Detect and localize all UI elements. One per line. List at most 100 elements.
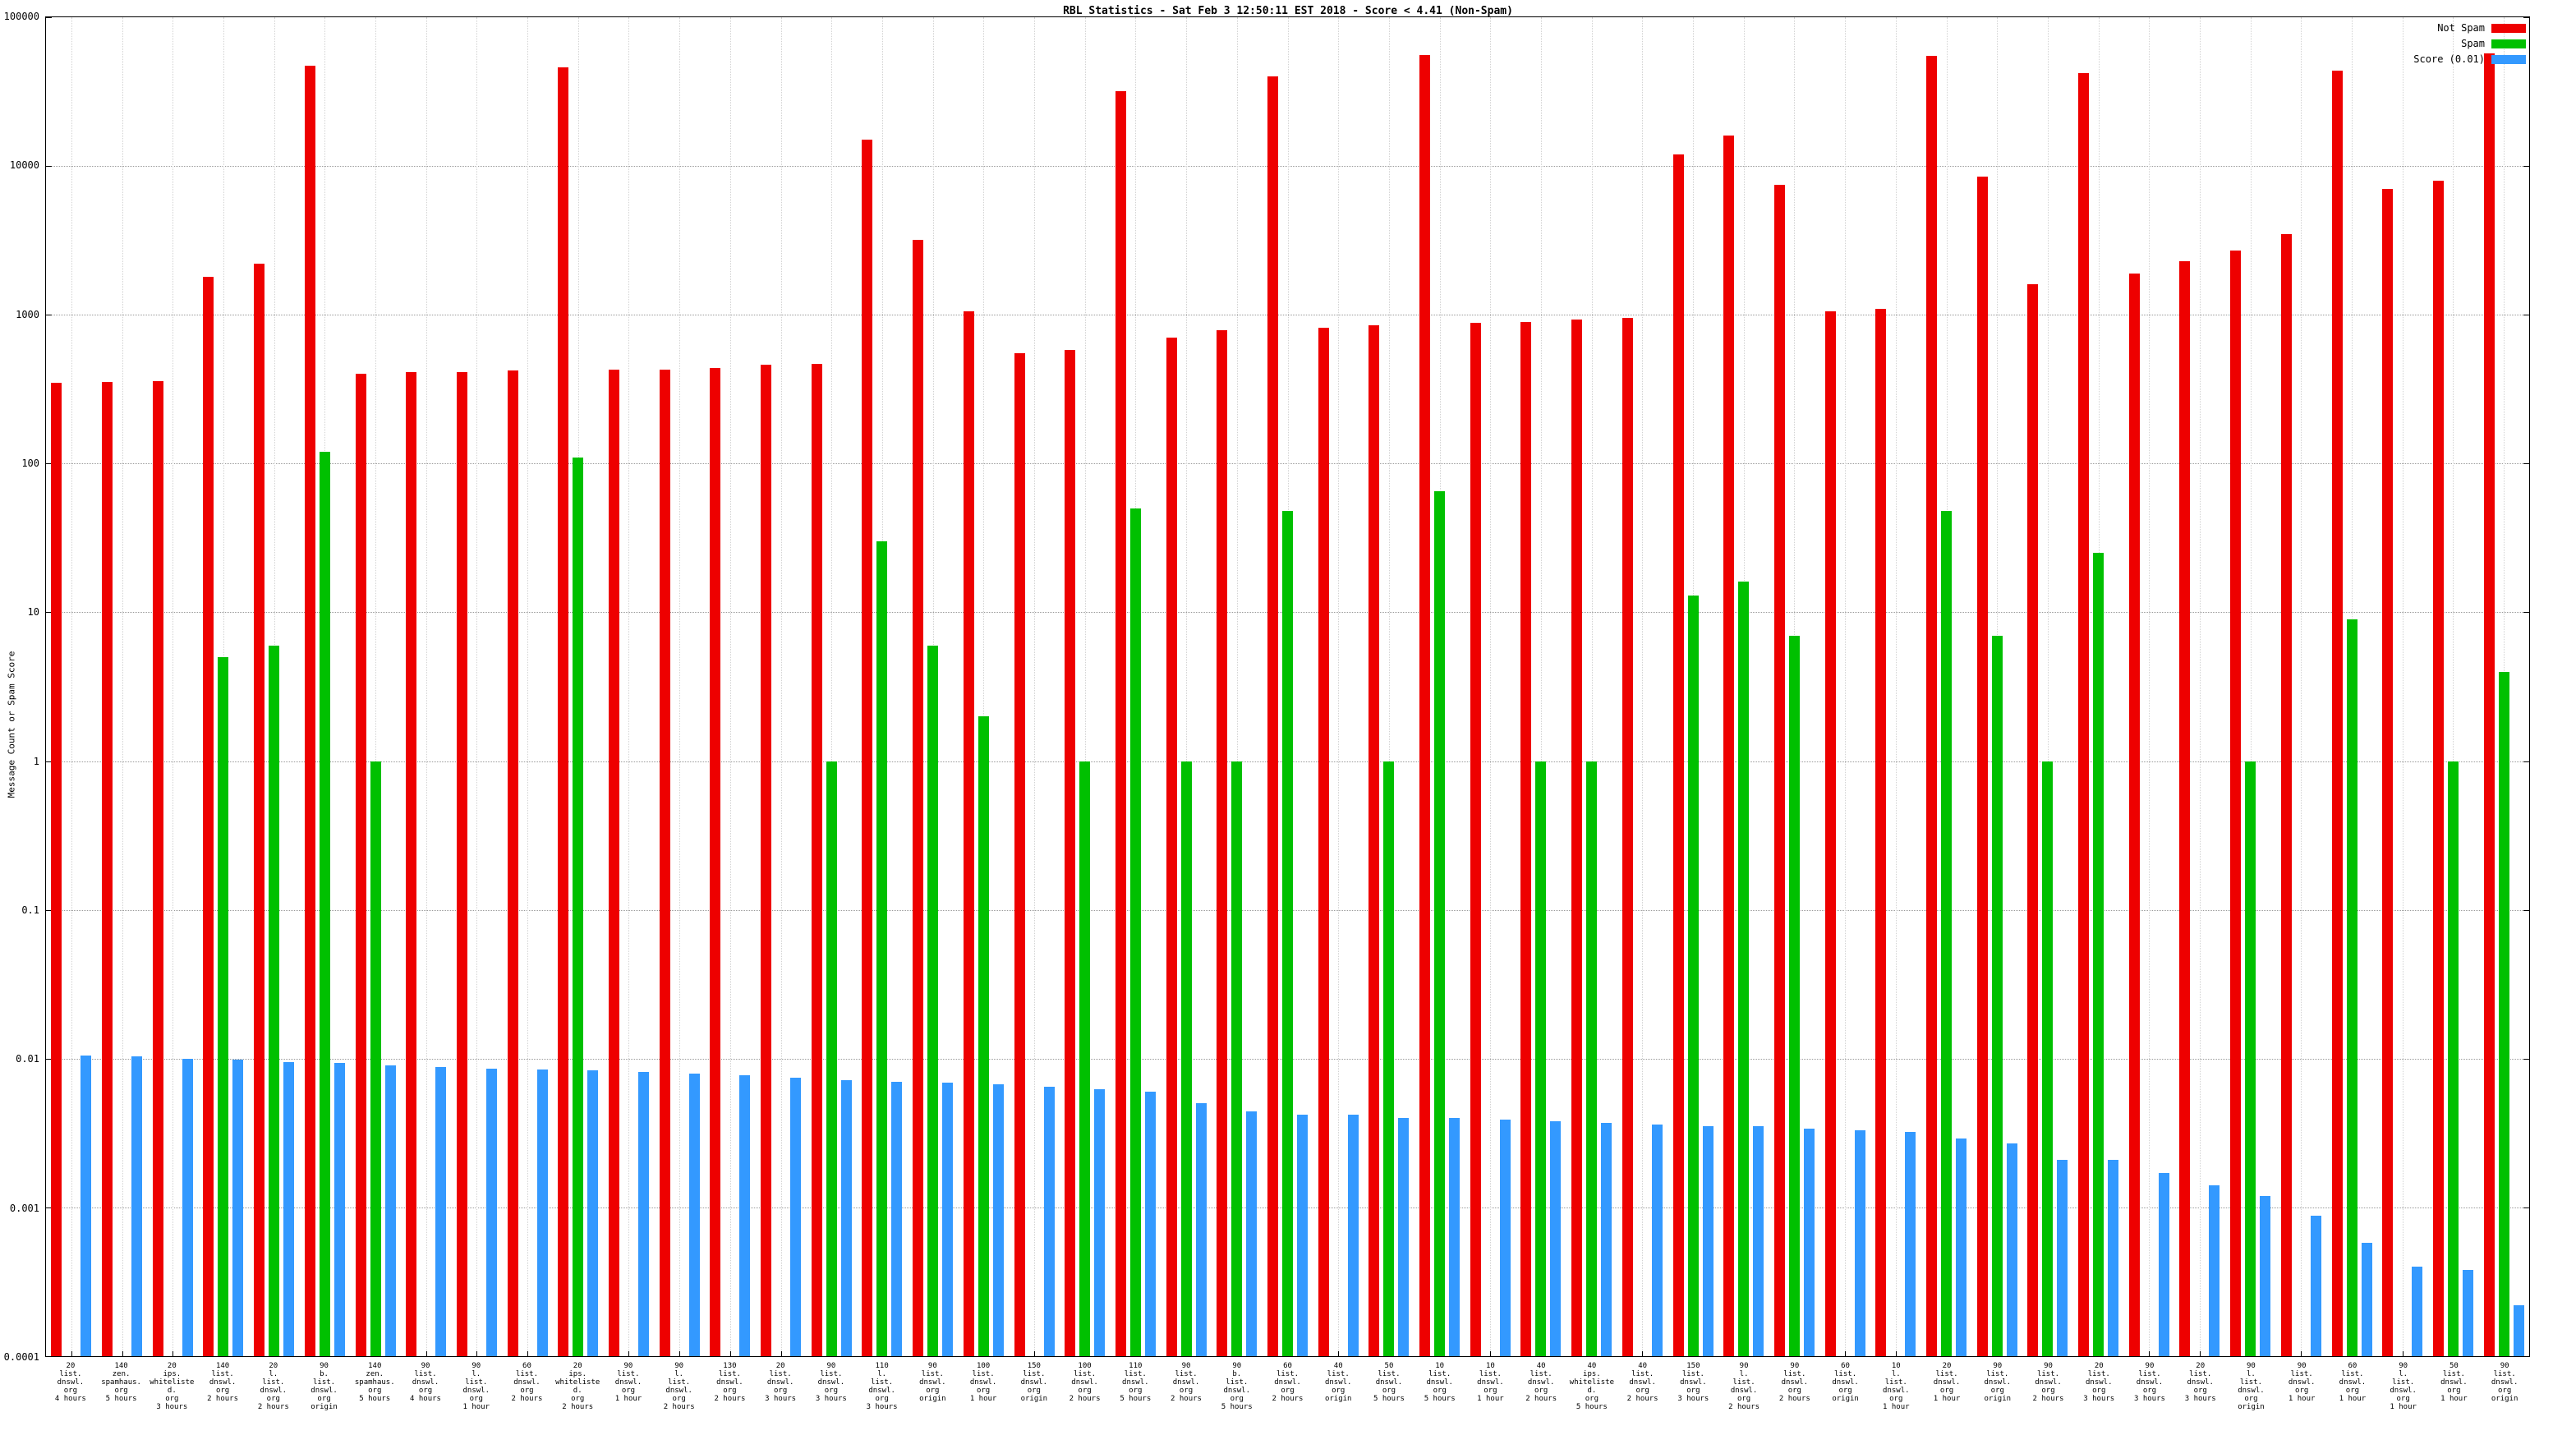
gridline-vertical [2301, 17, 2302, 1356]
y-tick-label: 0.1 [21, 904, 39, 916]
gridline-vertical [527, 17, 529, 1356]
x-tick-label: 100 list. dnswl. org 1 hour [969, 1362, 997, 1403]
bar-not-spam [2483, 53, 2495, 1356]
x-tick-label: 90 b. list. dnswl. org 5 hours [1221, 1362, 1253, 1411]
bar-group [1668, 17, 1718, 1356]
bar-not-spam [152, 380, 163, 1356]
gridline-vertical [1845, 17, 1847, 1356]
x-tick-label: 90 l. list. dnswl. org origin [2238, 1362, 2265, 1411]
bar-not-spam [203, 277, 214, 1356]
axis-tick-bottom [1642, 1351, 1644, 1356]
axis-tick-right [2523, 1058, 2529, 1060]
bar-spam [573, 457, 584, 1356]
bar-group [1465, 17, 1516, 1356]
bar-not-spam [2128, 273, 2140, 1356]
bar-score-0-01 [1499, 1119, 1511, 1356]
x-tick-label: 110 list. dnswl. org 5 hours [1120, 1362, 1152, 1403]
bar-group [958, 17, 1009, 1356]
axis-tick-right [2523, 1356, 2529, 1357]
bar-not-spam [1470, 323, 1481, 1356]
bar-group [1060, 17, 1111, 1356]
bar-group [1971, 17, 2022, 1356]
x-tick-label: 90 b. list. dnswl. org origin [310, 1362, 338, 1411]
bar-score-0-01 [2310, 1215, 2321, 1356]
axis-tick-bottom [1338, 1351, 1340, 1356]
legend: Not Spam Spam Score (0.01) [2413, 22, 2526, 65]
bar-score-0-01 [334, 1062, 345, 1356]
gridline-vertical [71, 17, 72, 1356]
x-tick-label: 20 list. dnswl. org 3 hours [765, 1362, 797, 1403]
x-tick-label: 60 list. dnswl. org 2 hours [1272, 1362, 1304, 1403]
x-tick-label: 60 list. dnswl. org origin [1832, 1362, 1859, 1403]
gridline-vertical [1895, 17, 1897, 1356]
bar-score-0-01 [992, 1084, 1004, 1356]
bar-not-spam [254, 264, 265, 1356]
bar-not-spam [1065, 350, 1076, 1356]
bar-not-spam [1723, 136, 1735, 1356]
bar-spam [1231, 761, 1243, 1356]
axis-tick-bottom [780, 1351, 782, 1356]
bar-not-spam [2179, 260, 2191, 1356]
bar-score-0-01 [587, 1070, 599, 1356]
x-tick-label: 90 list. dnswl. org origin [1984, 1362, 2012, 1403]
axis-tick-bottom [2199, 1351, 2201, 1356]
gridline-vertical [628, 17, 630, 1356]
legend-swatch [2491, 23, 2526, 33]
bar-score-0-01 [1651, 1125, 1663, 1356]
bar-not-spam [1014, 353, 1025, 1356]
bar-group [2174, 17, 2225, 1356]
gridline-vertical [1591, 17, 1593, 1356]
x-tick-label: 90 list. dnswl. org origin [919, 1362, 946, 1403]
bar-not-spam [2027, 284, 2039, 1356]
bar-score-0-01 [1144, 1091, 1156, 1356]
x-tick-label: 90 list. dnswl. org 2 hours [2032, 1362, 2064, 1403]
bar-score-0-01 [1246, 1111, 1258, 1356]
plot-area: Not Spam Spam Score (0.01) [45, 16, 2530, 1357]
bar-score-0-01 [435, 1066, 447, 1356]
axis-tick-bottom [628, 1351, 630, 1356]
bar-not-spam [1824, 311, 1836, 1356]
bar-group [249, 17, 300, 1356]
bar-score-0-01 [283, 1061, 295, 1356]
bar-group [2073, 17, 2124, 1356]
y-tick-label: 1000 [16, 308, 39, 320]
legend-label: Spam [2461, 38, 2485, 49]
axis-tick-left [46, 909, 52, 911]
bar-score-0-01 [942, 1082, 954, 1356]
bar-score-0-01 [1296, 1115, 1308, 1356]
x-tick-label: 100 list. dnswl. org 2 hours [1069, 1362, 1101, 1403]
gridline-vertical [1034, 17, 1036, 1356]
x-tick-label: 90 list. dnswl. org origin [2491, 1362, 2518, 1403]
legend-item: Not Spam [2437, 22, 2526, 34]
gridline-vertical [1642, 17, 1644, 1356]
axis-tick-bottom [71, 1351, 72, 1356]
bar-group [756, 17, 807, 1356]
bar-not-spam [862, 140, 873, 1356]
bar-spam [927, 645, 939, 1356]
bar-score-0-01 [1094, 1089, 1106, 1356]
axis-tick-bottom [122, 1351, 123, 1356]
bar-spam [2093, 553, 2104, 1356]
bar-group [1263, 17, 1313, 1356]
bar-not-spam [2432, 180, 2444, 1356]
x-tick-label: 90 list. dnswl. org 4 hours [410, 1362, 441, 1403]
x-tick-label: 60 list. dnswl. org 2 hours [511, 1362, 543, 1403]
bar-group [1364, 17, 1414, 1356]
bar-score-0-01 [1195, 1103, 1207, 1356]
gridline-vertical [2250, 17, 2252, 1356]
bar-group [2123, 17, 2174, 1356]
axis-tick-bottom [1034, 1351, 1036, 1356]
bar-group [1516, 17, 1566, 1356]
y-tick-label: 0.001 [9, 1202, 39, 1214]
axis-tick-bottom [426, 1351, 427, 1356]
bar-score-0-01 [536, 1069, 548, 1356]
bar-not-spam [1773, 184, 1785, 1356]
bar-not-spam [2280, 233, 2292, 1356]
x-tick-label: 140 list. dnswl. org 2 hours [207, 1362, 239, 1403]
bar-spam [2346, 619, 2358, 1356]
bar-not-spam [2230, 251, 2242, 1356]
gridline-vertical [831, 17, 833, 1356]
x-tick-label: 130 list. dnswl. org 2 hours [714, 1362, 746, 1403]
x-tick-label: 90 list. dnswl. org 2 hours [1778, 1362, 1810, 1403]
chart-title: RBL Statistics - Sat Feb 3 12:50:11 EST … [1063, 5, 1513, 17]
